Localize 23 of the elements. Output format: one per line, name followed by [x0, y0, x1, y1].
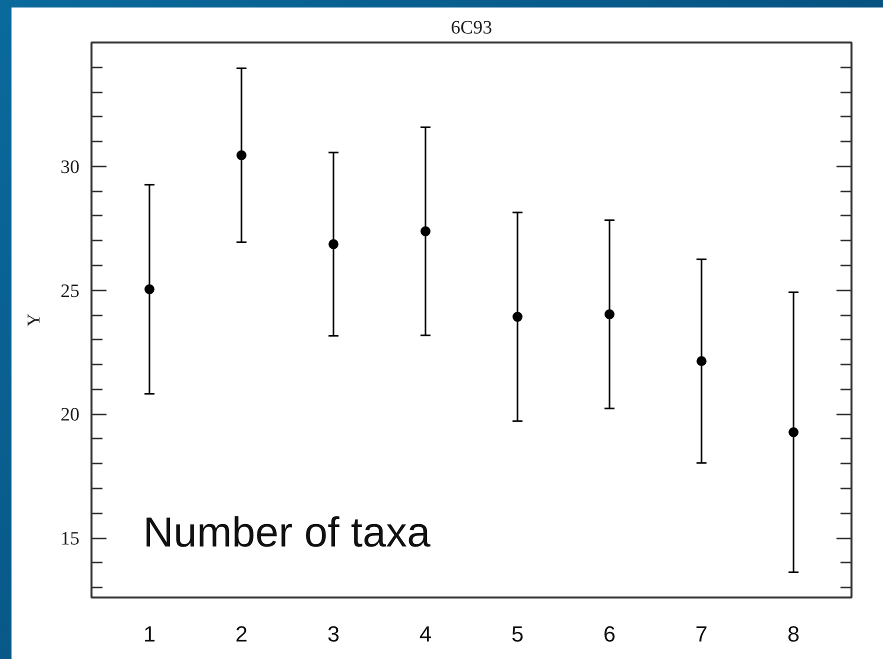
x-tick-label: 6	[603, 622, 616, 646]
chart-title: 6C93	[450, 18, 492, 38]
y-axis-title: Y	[24, 314, 44, 326]
x-tick-label: 5	[511, 622, 524, 646]
y-tick-label: 15	[60, 528, 80, 550]
x-tick-label: 8	[787, 622, 800, 646]
point	[512, 312, 523, 322]
point	[236, 150, 246, 160]
annotation: Number of taxa	[143, 508, 431, 556]
point	[144, 284, 154, 294]
y-tick-label: 30	[60, 156, 80, 178]
y-tick-label: 25	[60, 280, 80, 302]
y-tick-label: 20	[60, 404, 80, 426]
point	[328, 239, 338, 250]
point	[420, 226, 430, 236]
x-tick-label: 4	[419, 622, 432, 646]
x-tick-label: 7	[695, 622, 708, 646]
point	[788, 427, 799, 438]
x-tick-label: 3	[327, 622, 340, 646]
point	[604, 309, 615, 320]
point	[696, 356, 707, 366]
x-tick-label: 1	[143, 622, 156, 646]
x-tick-label: 2	[235, 622, 248, 646]
